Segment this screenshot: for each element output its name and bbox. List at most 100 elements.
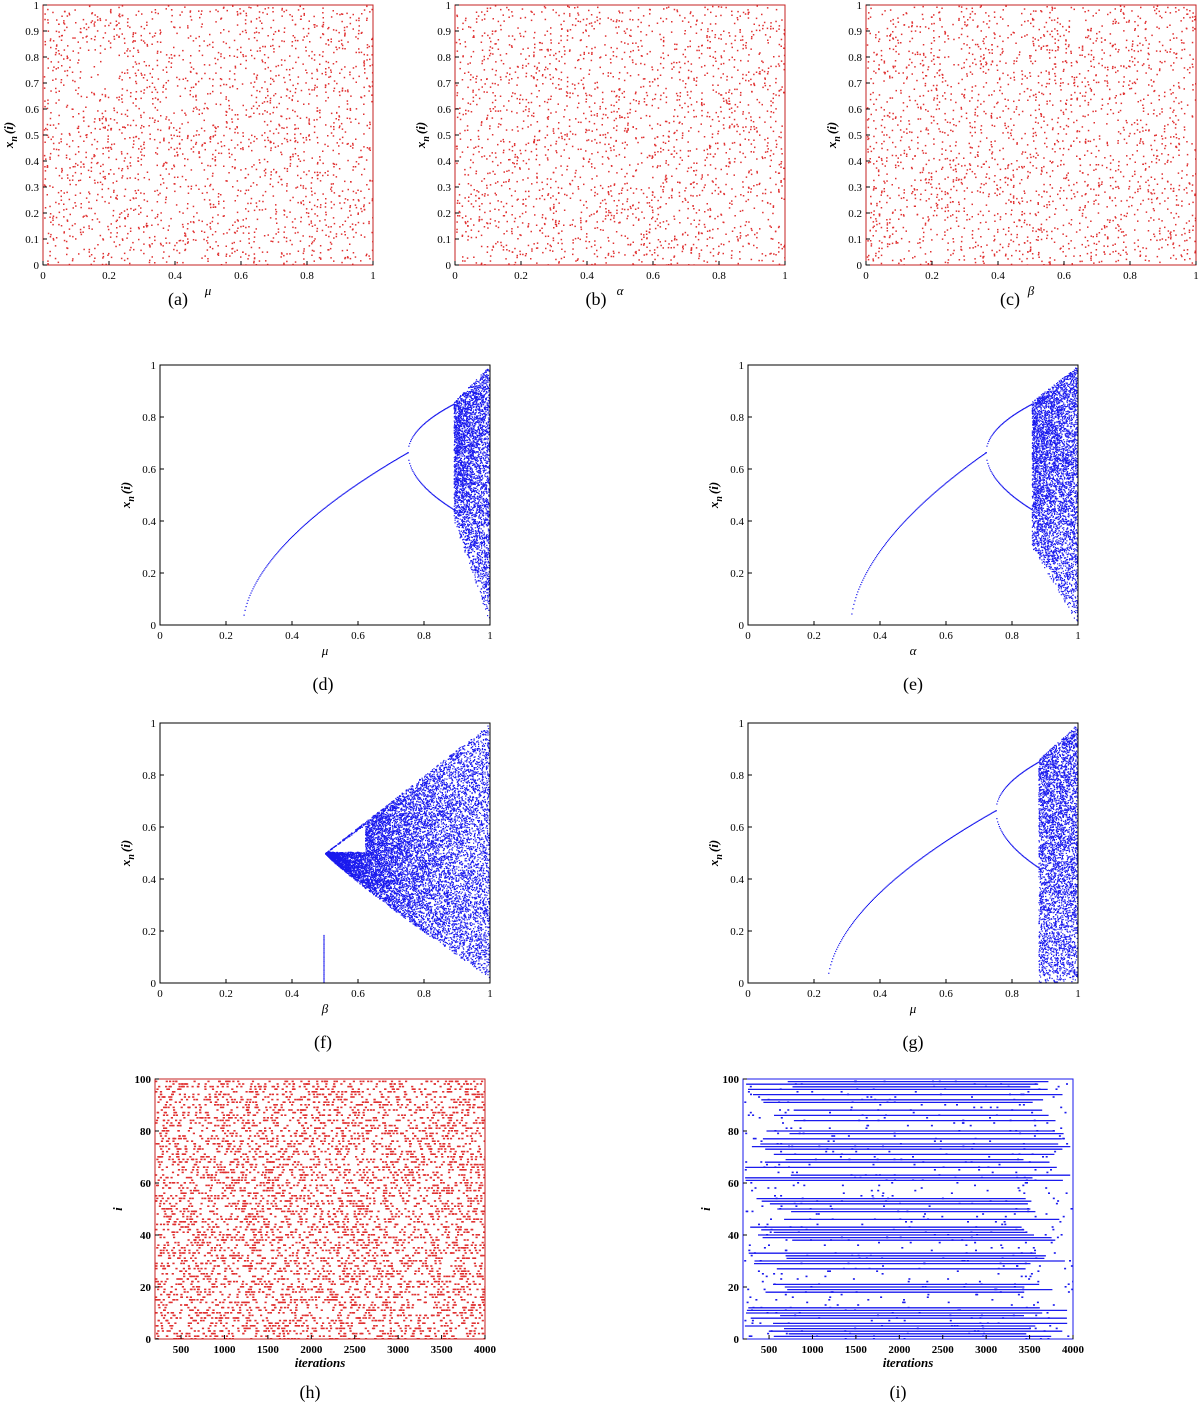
data-point	[88, 207, 90, 210]
data-point	[206, 223, 208, 226]
data-point	[57, 50, 60, 52]
data-point	[159, 141, 161, 144]
data-point	[753, 73, 755, 76]
data-point	[536, 181, 538, 184]
data-point	[151, 18, 154, 20]
data-point	[241, 83, 244, 85]
data-point	[171, 57, 173, 59]
data-point	[657, 107, 660, 109]
data-point	[536, 66, 539, 69]
data-point	[83, 226, 85, 229]
data-point	[764, 121, 766, 123]
data-point	[659, 226, 662, 228]
data-point	[330, 190, 333, 192]
data-point	[883, 109, 885, 111]
data-point	[226, 232, 228, 234]
data-point	[933, 22, 935, 25]
data-point	[289, 139, 292, 142]
data-point	[344, 90, 347, 92]
data-point	[160, 244, 162, 246]
data-point	[229, 55, 231, 57]
data-point	[747, 191, 749, 193]
data-point	[569, 92, 571, 94]
data-point	[664, 179, 667, 181]
data-point	[670, 31, 673, 33]
data-point	[914, 53, 917, 56]
data-point	[132, 102, 134, 104]
data-point	[240, 225, 242, 228]
data-point	[269, 97, 272, 100]
data-point	[517, 238, 519, 240]
data-point	[126, 115, 129, 117]
data-point	[572, 192, 574, 195]
data-point	[591, 263, 593, 265]
data-point	[869, 240, 872, 242]
data-point	[531, 250, 533, 252]
data-point	[927, 220, 930, 222]
data-point	[214, 164, 217, 167]
data-point	[745, 42, 747, 44]
data-point	[709, 147, 711, 149]
data-point	[616, 94, 618, 97]
data-point	[747, 186, 750, 189]
data-point	[126, 21, 129, 24]
data-point	[615, 101, 618, 103]
data-point	[751, 90, 753, 93]
data-point	[936, 97, 938, 100]
data-point	[766, 110, 769, 112]
data-point	[472, 153, 475, 156]
data-point	[875, 252, 877, 255]
data-point	[369, 121, 371, 124]
data-point	[696, 101, 698, 103]
data-point	[90, 166, 93, 169]
data-point	[187, 185, 190, 188]
data-point	[110, 146, 112, 149]
data-point	[728, 116, 731, 118]
data-point	[594, 167, 596, 169]
data-point	[206, 240, 208, 242]
data-point	[253, 57, 256, 60]
data-point	[909, 131, 911, 133]
data-point	[543, 5, 546, 8]
data-point	[54, 257, 57, 260]
data-point	[237, 220, 239, 222]
data-point	[245, 189, 247, 192]
data-point	[193, 215, 195, 218]
data-point	[467, 146, 469, 148]
data-point	[475, 94, 477, 96]
data-point	[124, 188, 127, 191]
data-point	[228, 99, 230, 102]
data-point	[938, 36, 940, 38]
data-point	[291, 19, 294, 21]
data-point	[363, 205, 365, 208]
data-point	[544, 68, 546, 71]
data-point	[651, 68, 654, 71]
data-point	[731, 46, 733, 49]
data-point	[693, 109, 695, 112]
data-point	[64, 10, 66, 13]
data-point	[206, 178, 209, 180]
data-point	[129, 262, 131, 265]
data-point	[693, 77, 695, 80]
data-point	[508, 180, 510, 183]
data-point	[72, 116, 74, 118]
data-point	[209, 138, 212, 140]
data-point	[283, 231, 285, 233]
data-point	[536, 247, 539, 249]
data-point	[588, 120, 591, 123]
data-point	[599, 206, 601, 208]
data-point	[560, 187, 563, 190]
data-point	[234, 65, 237, 68]
data-point	[553, 132, 555, 134]
data-point	[660, 17, 662, 20]
data-point	[217, 51, 220, 54]
data-point	[357, 213, 359, 215]
data-point	[61, 15, 63, 17]
data-point	[269, 70, 272, 72]
data-point	[160, 219, 162, 222]
data-point	[902, 14, 905, 16]
data-point	[91, 219, 94, 221]
data-point	[233, 39, 236, 42]
data-point	[113, 38, 116, 40]
data-point	[164, 201, 167, 204]
